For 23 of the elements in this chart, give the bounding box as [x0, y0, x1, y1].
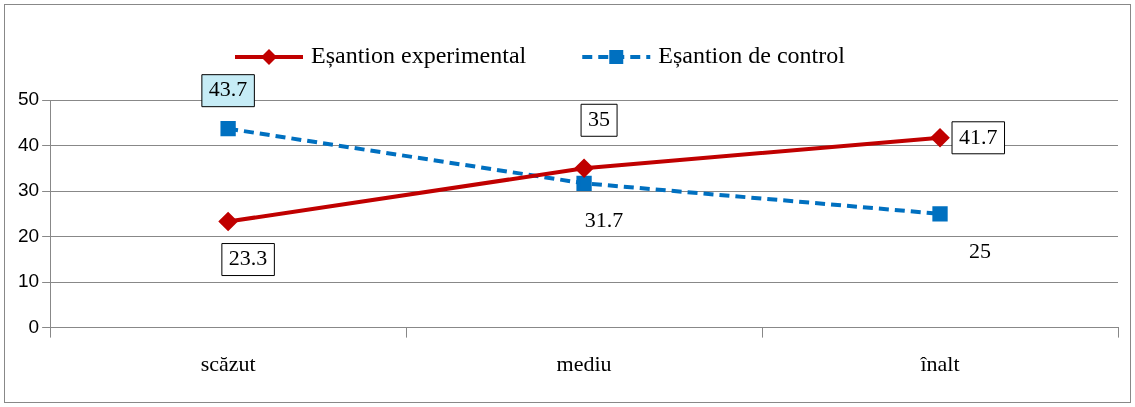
- point: [219, 212, 238, 231]
- point: [932, 206, 948, 222]
- y-tick-label: 30: [17, 179, 40, 201]
- legend-label: Eșantion experimental: [311, 42, 527, 69]
- data-label: 23.3: [228, 245, 268, 271]
- x-tick-label: scăzut: [200, 350, 256, 376]
- y-tick-label: 40: [17, 133, 40, 155]
- y-tick-label: 20: [17, 224, 40, 246]
- point: [576, 175, 592, 191]
- data-label: 31.7: [584, 207, 624, 233]
- y-tick-label: 10: [17, 270, 40, 292]
- y-tick-label: 0: [28, 315, 40, 337]
- y-tick-label: 50: [17, 88, 40, 110]
- data-label: 43.7: [208, 76, 248, 102]
- data-label: 41.7: [959, 123, 998, 149]
- point: [575, 159, 594, 178]
- legend-label: Eșantion de control: [658, 42, 846, 69]
- data-label: 35: [588, 106, 611, 132]
- data-label: 25: [969, 237, 992, 263]
- point: [220, 121, 236, 137]
- x-tick-label: mediu: [556, 350, 612, 376]
- point: [931, 128, 950, 147]
- x-tick-label: înalt: [919, 350, 960, 376]
